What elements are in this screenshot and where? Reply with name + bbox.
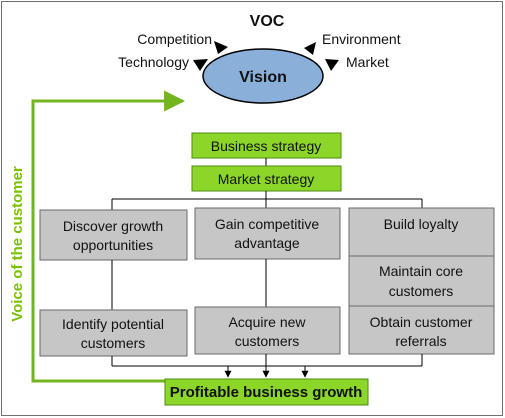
market-strategy-box [191, 165, 342, 192]
maintain-core-line1: Maintain core [379, 263, 463, 279]
voc-title: VOC [250, 13, 285, 30]
profitable-growth-label: Profitable business growth [170, 384, 363, 401]
gain-competitive-line2: advantage [234, 235, 300, 251]
discover-growth-box [39, 209, 188, 261]
acquire-new-line2: customers [235, 333, 300, 349]
arrow-environment-icon [304, 42, 316, 55]
discover-growth-line2: opportunities [73, 237, 153, 253]
build-loyalty-box [348, 207, 495, 257]
build-loyalty-label: Build loyalty [384, 216, 459, 232]
discover-growth-line1: Discover growth [63, 218, 163, 234]
identify-potential-line1: Identify potential [62, 316, 164, 332]
maintain-core-box [348, 255, 495, 307]
business-strategy-label: Business strategy [211, 138, 322, 154]
voice-feedback-loop [31, 90, 186, 383]
identify-potential-line2: customers [81, 335, 146, 351]
obtain-referrals-line1: Obtain customer [370, 314, 473, 330]
profitable-growth-box [164, 378, 369, 406]
market-strategy-label: Market strategy [218, 171, 314, 187]
obtain-referrals-line2: referrals [395, 333, 446, 349]
voice-of-customer-label: Voice of the customer [9, 166, 26, 322]
maintain-core-line2: customers [389, 283, 454, 299]
vision-ellipse [202, 48, 324, 104]
arrow-competition-icon [214, 41, 228, 54]
force-market: Market [346, 54, 389, 70]
force-environment: Environment [322, 31, 401, 47]
identify-potential-box [39, 309, 188, 357]
acquire-new-box [194, 306, 341, 355]
gain-competitive-box [194, 207, 341, 260]
force-competition: Competition [137, 31, 212, 47]
vision-label: Vision [239, 69, 287, 86]
arrow-technology-icon [193, 59, 208, 71]
force-technology: Technology [118, 54, 189, 70]
gain-competitive-line1: Gain competitive [215, 216, 319, 232]
arrow-market-icon [325, 59, 339, 71]
acquire-new-line1: Acquire new [228, 314, 306, 330]
